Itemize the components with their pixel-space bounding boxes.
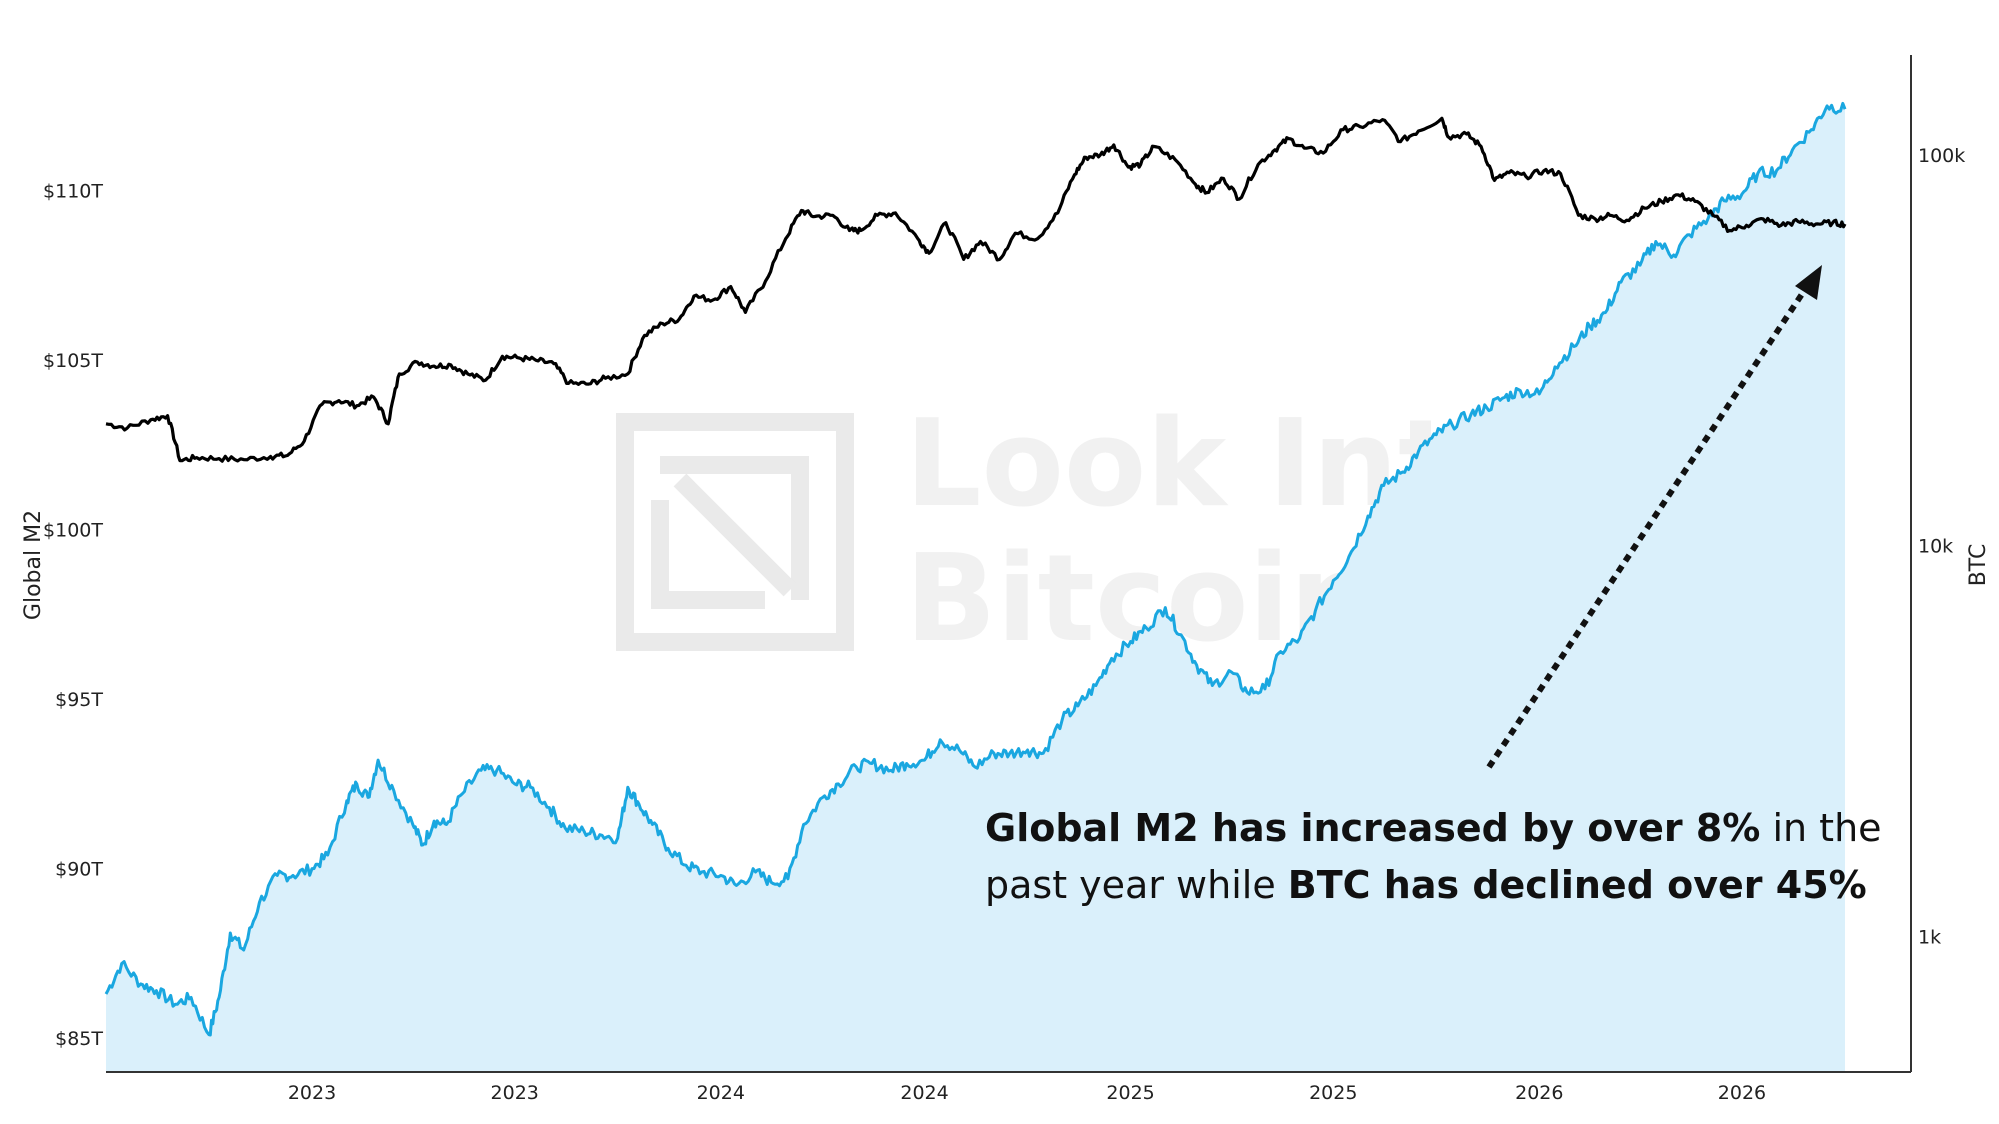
x-tick-label: 2024: [697, 1082, 745, 1104]
right-tick-label: 1k: [1918, 926, 1941, 948]
annotation-line1: Global M2 has increased by over 8% in th…: [985, 806, 1882, 850]
x-tick-label: 2026: [1718, 1082, 1766, 1104]
left-tick-label: $85T: [55, 1028, 103, 1050]
annotation-line2-rest: past year while: [985, 863, 1288, 907]
annotation-line2: past year while BTC has declined over 45…: [985, 863, 1867, 907]
series-line-global-m2: [104, 101, 1847, 1037]
x-tick-label: 2025: [1106, 1082, 1154, 1104]
series-area-global-m2: [106, 103, 1845, 1072]
annotation-line2-bold: BTC has declined over 45%: [1288, 863, 1867, 907]
left-tick-label: $95T: [55, 689, 103, 711]
left-tick-label: $110T: [43, 181, 103, 203]
annotation-line1-bold: Global M2 has increased by over 8%: [985, 806, 1760, 850]
series-line-btc: [105, 116, 1847, 463]
x-tick-label: 2024: [900, 1082, 948, 1104]
left-tick-label: $100T: [43, 520, 103, 542]
x-tick-label: 2026: [1515, 1082, 1563, 1104]
left-tick-label: $105T: [43, 350, 103, 372]
right-axis-title: BTC: [1966, 544, 1991, 587]
right-tick-label: 10k: [1918, 536, 1953, 558]
left-axis-title: Global M2: [21, 510, 46, 620]
watermark-logo-icon: [616, 413, 854, 651]
x-tick-label: 2023: [288, 1082, 336, 1104]
x-tick-label: 2025: [1309, 1082, 1357, 1104]
annotation-arrow: [1486, 265, 1822, 769]
right-tick-label: 100k: [1918, 145, 1965, 167]
annotation-line1-rest: in the: [1760, 806, 1881, 850]
left-tick-label: $90T: [55, 859, 103, 881]
x-tick-label: 2023: [491, 1082, 539, 1104]
